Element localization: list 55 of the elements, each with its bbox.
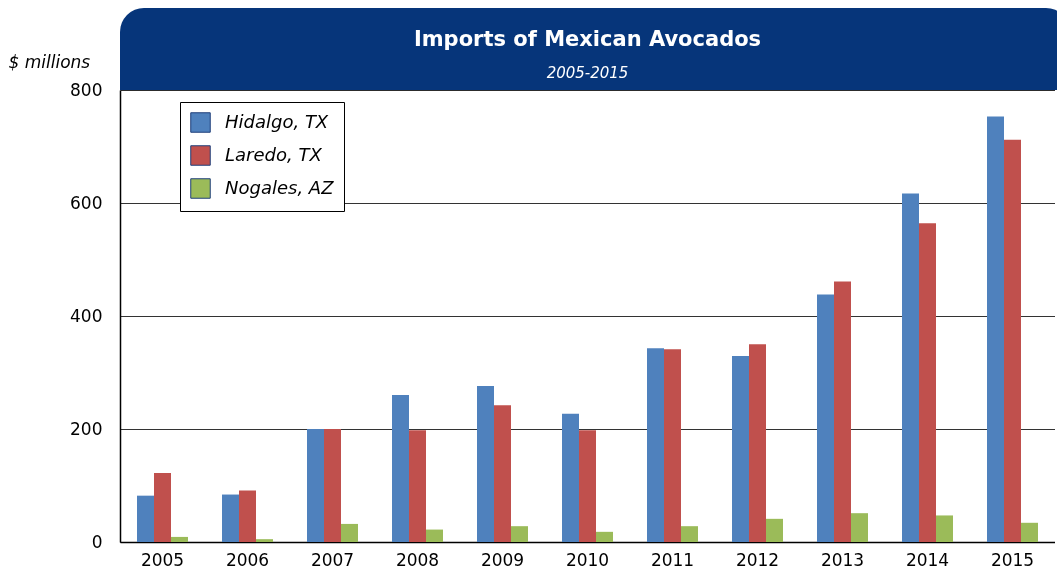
y-tick-label: 400: [70, 305, 103, 326]
bar: [987, 116, 1004, 542]
x-tick-label: 2011: [650, 549, 695, 570]
bar: [749, 344, 766, 542]
chart-subtitle: 2005-2015: [546, 64, 629, 82]
bar: [239, 490, 256, 542]
x-tick-label: 2013: [820, 549, 865, 570]
y-tick-label: 800: [70, 79, 103, 100]
x-tick-label: 2010: [565, 549, 610, 570]
bar: [732, 356, 749, 542]
bar: [222, 494, 239, 542]
bar: [902, 193, 919, 542]
bar: [137, 495, 154, 542]
bar: [426, 529, 443, 542]
bar: [511, 526, 528, 542]
x-tick-label: 2009: [480, 549, 525, 570]
x-tick-label: 2005: [140, 549, 185, 570]
x-tick-label: 2014: [905, 549, 950, 570]
bar: [341, 523, 358, 542]
x-tick-label: 2007: [310, 549, 355, 570]
y-tick-label: 200: [70, 418, 103, 439]
bar: [664, 349, 681, 542]
bar: [766, 518, 783, 542]
bar: [647, 348, 664, 542]
bar: [596, 531, 613, 542]
bar: [919, 223, 936, 542]
legend-label: Nogales, AZ: [225, 176, 335, 198]
legend-label: Laredo, TX: [225, 143, 323, 165]
bar: [409, 430, 426, 542]
bar: [392, 395, 409, 542]
x-tick-label: 2012: [735, 549, 780, 570]
bar: [936, 515, 953, 542]
y-axis-title: $ millions: [8, 51, 91, 72]
bar: [324, 429, 341, 542]
bar: [817, 294, 834, 542]
bar: [494, 405, 511, 542]
x-tick-label: 2006: [225, 549, 270, 570]
legend-label: Hidalgo, TX: [225, 110, 329, 132]
x-tick-label: 2015: [990, 549, 1035, 570]
chart-title: Imports of Mexican Avocados: [413, 27, 762, 51]
y-tick-label: 0: [91, 531, 103, 552]
bar: [154, 473, 171, 542]
bar: [307, 429, 324, 542]
y-tick-label: 600: [70, 192, 103, 213]
bar: [562, 413, 579, 542]
bar: [1021, 522, 1038, 542]
bar: [1004, 139, 1021, 542]
bar: [171, 536, 188, 542]
bar: [256, 539, 273, 542]
x-tick-label: 2008: [395, 549, 440, 570]
bar: [834, 281, 851, 542]
bar: [579, 430, 596, 542]
bar: [851, 513, 868, 542]
bar: [681, 526, 698, 542]
bar: [477, 386, 494, 542]
